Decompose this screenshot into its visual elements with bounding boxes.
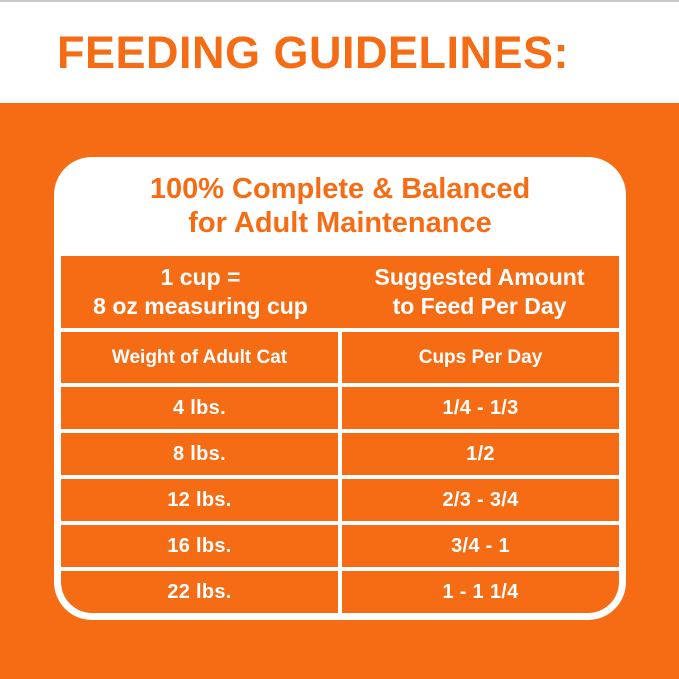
- header-band: FEEDING GUIDELINES:: [0, 2, 679, 103]
- cup-measure-line1: 1 cup =: [160, 264, 241, 291]
- cups-cell: 1/4 - 1/3: [342, 387, 619, 429]
- weight-cell: 16 lbs.: [61, 525, 338, 567]
- card-title-line2: for Adult Maintenance: [188, 206, 492, 239]
- cup-measure-line2: 8 oz measuring cup: [93, 293, 308, 319]
- top-divider: [0, 0, 679, 2]
- weight-cell: 22 lbs.: [61, 571, 338, 613]
- table-row: 8 lbs. 1/2: [61, 433, 619, 475]
- cup-measure-header-cell: 1 cup = 8 oz measuring cup: [61, 256, 340, 328]
- suggested-amount-header-cell: Suggested Amount to Feed Per Day: [340, 256, 619, 328]
- card-title-line1: 100% Complete & Balanced: [149, 173, 531, 206]
- orange-background: 100% Complete & Balanced for Adult Maint…: [0, 103, 679, 679]
- cups-cell: 3/4 - 1: [342, 525, 619, 567]
- feeding-table: 1 cup = 8 oz measuring cup Suggested Amo…: [61, 256, 619, 613]
- cups-cell: 2/3 - 3/4: [342, 479, 619, 521]
- guidelines-card: 100% Complete & Balanced for Adult Maint…: [54, 157, 626, 620]
- card-title: 100% Complete & Balanced for Adult Maint…: [61, 157, 619, 256]
- table-row: 12 lbs. 2/3 - 3/4: [61, 479, 619, 521]
- column-header-row: Weight of Adult Cat Cups Per Day: [61, 332, 619, 383]
- cups-cell: 1/2: [342, 433, 619, 475]
- table-row: 22 lbs. 1 - 1 1/4: [61, 571, 619, 613]
- weight-cell: 4 lbs.: [61, 387, 338, 429]
- table-header-row: 1 cup = 8 oz measuring cup Suggested Amo…: [61, 256, 619, 328]
- table-row: 16 lbs. 3/4 - 1: [61, 525, 619, 567]
- weight-cell: 12 lbs.: [61, 479, 338, 521]
- weight-column-header: Weight of Adult Cat: [61, 332, 338, 383]
- cups-cell: 1 - 1 1/4: [342, 571, 619, 613]
- table-row: 4 lbs. 1/4 - 1/3: [61, 387, 619, 429]
- suggested-amount-line1: Suggested Amount: [374, 264, 585, 291]
- suggested-amount-line2: to Feed Per Day: [392, 293, 567, 319]
- cups-column-header: Cups Per Day: [342, 332, 619, 383]
- weight-cell: 8 lbs.: [61, 433, 338, 475]
- page-title: FEEDING GUIDELINES:: [57, 26, 570, 78]
